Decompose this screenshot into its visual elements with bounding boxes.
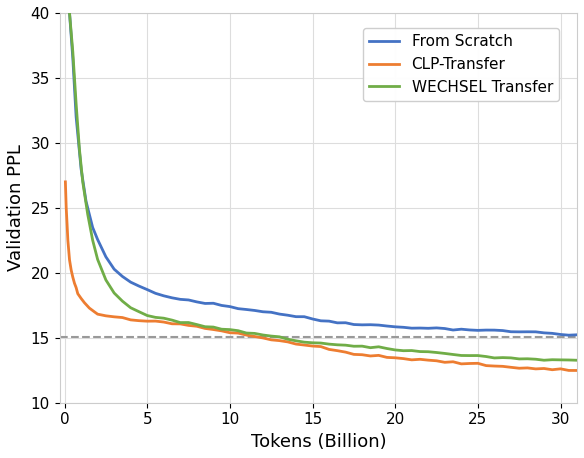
WECHSEL Transfer <box>267 333 274 339</box>
WECHSEL Transfer <box>66 10 73 16</box>
CLP-Transfer <box>573 368 580 373</box>
From Scratch <box>317 318 324 323</box>
WECHSEL Transfer <box>458 353 465 358</box>
CLP-Transfer <box>491 363 498 369</box>
CLP-Transfer <box>110 314 117 320</box>
WECHSEL Transfer <box>201 324 208 329</box>
Line: From Scratch: From Scratch <box>69 13 577 335</box>
WECHSEL Transfer <box>169 317 176 323</box>
WECHSEL Transfer <box>573 358 580 363</box>
From Scratch <box>66 10 73 16</box>
Y-axis label: Validation PPL: Validation PPL <box>7 144 25 271</box>
From Scratch <box>267 310 274 315</box>
From Scratch <box>169 295 176 300</box>
From Scratch <box>201 301 208 306</box>
From Scratch <box>499 328 506 333</box>
CLP-Transfer <box>516 365 523 371</box>
From Scratch <box>573 332 580 338</box>
Line: WECHSEL Transfer: WECHSEL Transfer <box>69 13 577 360</box>
WECHSEL Transfer <box>532 356 539 362</box>
X-axis label: Tokens (Billion): Tokens (Billion) <box>251 433 386 451</box>
CLP-Transfer <box>177 321 184 327</box>
From Scratch <box>565 333 572 338</box>
CLP-Transfer <box>62 179 69 185</box>
WECHSEL Transfer <box>119 299 126 304</box>
Line: CLP-Transfer: CLP-Transfer <box>65 182 577 371</box>
Legend: From Scratch, CLP-Transfer, WECHSEL Transfer: From Scratch, CLP-Transfer, WECHSEL Tran… <box>363 28 559 101</box>
CLP-Transfer <box>276 338 283 344</box>
From Scratch <box>549 331 556 336</box>
CLP-Transfer <box>474 360 481 366</box>
